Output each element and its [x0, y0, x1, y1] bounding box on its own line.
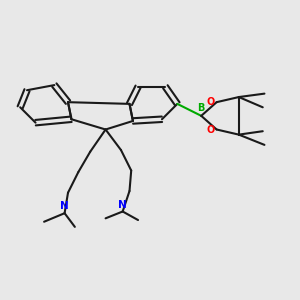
Text: B: B: [198, 103, 205, 113]
Text: N: N: [118, 200, 127, 210]
Text: O: O: [207, 124, 215, 134]
Text: O: O: [207, 97, 215, 107]
Text: N: N: [60, 202, 69, 212]
